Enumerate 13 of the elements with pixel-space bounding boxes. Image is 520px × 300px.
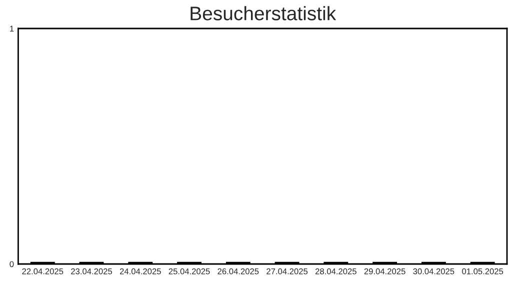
chart-title: Besucherstatistik — [190, 6, 336, 20]
y-tick-label: 0 — [10, 261, 14, 268]
x-tick-label: 22.04.2025 — [22, 268, 64, 274]
y-tick-label: 1 — [10, 26, 14, 32]
x-tick-label: 25.04.2025 — [168, 268, 210, 274]
x-tick-label: 26.04.2025 — [218, 268, 259, 274]
x-tick-label: 23.04.2025 — [71, 268, 112, 274]
x-tick-label: 27.04.2025 — [266, 268, 308, 274]
x-tick-label: 30.04.2025 — [413, 268, 454, 274]
x-tick-label: 28.04.2025 — [315, 268, 356, 274]
x-tick-label: 29.04.2025 — [364, 268, 406, 274]
x-tick-label: 24.04.2025 — [120, 268, 161, 274]
x-tick-label: 01.05.2025 — [462, 268, 504, 274]
